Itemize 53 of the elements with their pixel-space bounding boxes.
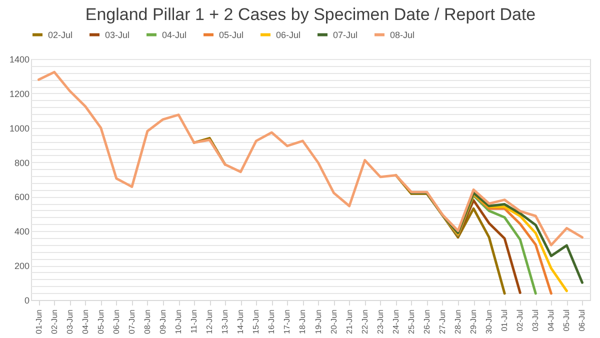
x-tick-label: 03-Jul xyxy=(531,309,540,332)
line-series xyxy=(38,70,584,246)
x-tick-label: 29-Jun xyxy=(469,310,478,334)
legend-label: 08-Jul xyxy=(390,30,415,40)
x-tick-label: 07-Jun xyxy=(127,310,136,334)
x-tick-label: 14-Jun xyxy=(236,310,246,334)
chart-title: England Pillar 1 + 2 Cases by Specimen Date / Report Date xyxy=(85,5,536,24)
x-tick-label: 10-Jun xyxy=(174,310,184,334)
x-tick-label: 28-Jun xyxy=(454,310,463,334)
legend-label: 03-Jul xyxy=(105,30,130,40)
x-tick-label: 04-Jul xyxy=(546,309,556,332)
x-tick-label: 12-Jun xyxy=(205,310,214,334)
y-tick-label: 1200 xyxy=(9,88,30,99)
x-tick-label: 19-Jun xyxy=(314,310,323,334)
x-tick-label: 03-Jun xyxy=(65,310,74,334)
x-tick-label: 05-Jun xyxy=(96,310,106,334)
x-tick-label: 18-Jun xyxy=(298,310,308,334)
legend-label: 07-Jul xyxy=(333,30,358,40)
x-tick-label: 23-Jun xyxy=(376,310,385,334)
x-tick-label: 30-Jun xyxy=(484,310,494,334)
x-tick-label: 11-Jun xyxy=(190,310,199,334)
x-tick-label: 02-Jun xyxy=(50,310,59,334)
legend-label: 04-Jul xyxy=(162,30,187,40)
x-tick-label: 27-Jun xyxy=(438,310,447,334)
x-tick-label: 09-Jun xyxy=(158,310,168,334)
x-tick-label: 20-Jun xyxy=(329,310,338,334)
legend-label: 02-Jul xyxy=(48,30,73,40)
y-tick-label: 800 xyxy=(14,158,30,168)
x-tick-label: 15-Jun xyxy=(252,310,261,334)
x-tick-label: 06-Jul xyxy=(578,309,587,332)
y-tick-label: 400 xyxy=(14,226,30,237)
x-tick-label: 21-Jun xyxy=(344,310,354,334)
x-tick-label: 22-Jun xyxy=(360,310,370,334)
x-tick-label: 01-Jul xyxy=(500,309,510,332)
x-tick-label: 13-Jun xyxy=(220,310,230,334)
x-tick-label: 06-Jun xyxy=(112,310,121,334)
x-tick-label: 24-Jun xyxy=(391,310,400,334)
y-tick-label: 200 xyxy=(14,261,30,272)
x-tick-label: 25-Jun xyxy=(406,310,416,334)
x-tick-label: 05-Jul xyxy=(562,309,572,332)
y-tick-label: 0 xyxy=(24,296,30,306)
legend-label: 05-Jul xyxy=(219,30,244,40)
x-tick-label: 08-Jun xyxy=(142,310,152,334)
legend-label: 06-Jul xyxy=(276,30,301,40)
y-tick-label: 1400 xyxy=(9,54,30,64)
x-tick-label: 26-Jun xyxy=(422,310,432,334)
x-tick-label: 04-Jun xyxy=(80,310,90,334)
x-tick-label: 02-Jul xyxy=(516,309,525,332)
x-tick-label: 16-Jun xyxy=(267,310,276,334)
x-tick-label: 01-Jun xyxy=(34,310,44,334)
y-tick-label: 1000 xyxy=(9,123,30,134)
y-tick-label: 600 xyxy=(14,192,30,202)
x-tick-label: 17-Jun xyxy=(282,310,292,334)
